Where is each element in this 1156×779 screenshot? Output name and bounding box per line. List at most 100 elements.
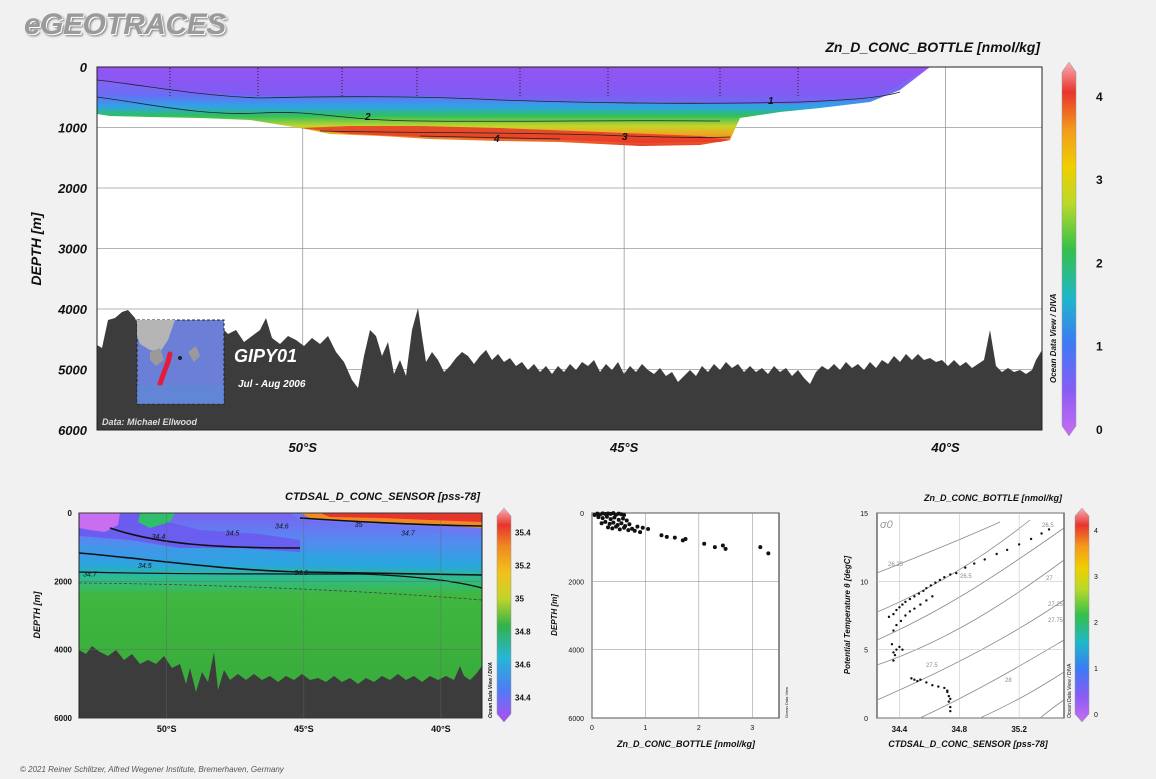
ts-colorbar-tick: 0 <box>1094 712 1098 719</box>
salinity-colorbar-tick: 34.8 <box>515 628 531 637</box>
main-y-tick-label: 1000 <box>58 121 88 136</box>
salinity-y-ticks: 0 2000 4000 6000 <box>54 509 72 723</box>
ts-data-point <box>910 677 913 680</box>
ts-data-point <box>898 645 901 649</box>
main-colorbar-tick: 3 <box>1096 173 1103 187</box>
zn-data-point <box>622 525 627 530</box>
ts-data-point <box>947 700 951 703</box>
ts-x-tick-label: 34.8 <box>951 725 967 734</box>
zn-x-tick-label: 2 <box>697 725 701 732</box>
ts-data-point <box>899 619 903 623</box>
zn-high-core <box>300 126 730 143</box>
zn-data-point <box>607 521 612 526</box>
salinity-seafloor <box>79 646 482 718</box>
inset-data-credit: Data: Michael Ellwood <box>102 417 198 427</box>
ts-data-point <box>908 597 912 601</box>
isopycnal-label: 27 <box>1046 576 1053 582</box>
zn-profile-y-axis-label: DEPTH [m] <box>550 594 559 636</box>
main-x-ticks: 50°S 45°S 40°S <box>289 440 961 455</box>
zn-data-point <box>646 527 651 532</box>
ts-data-point <box>1047 528 1051 531</box>
ts-data-point <box>895 623 898 627</box>
salinity-colorbar-ticks: 34.4 34.6 34.8 35 35.2 35.4 <box>515 529 531 703</box>
ts-x-axis-label: CTDSAL_D_CONC_SENSOR [pss-78] <box>888 739 1049 749</box>
zn-low-layer <box>97 67 930 104</box>
ts-data-point <box>919 678 922 681</box>
ts-data-point <box>901 648 904 651</box>
main-colorbar-tick: 4 <box>1096 90 1103 104</box>
main-colorbar <box>1061 61 1077 437</box>
ts-data-point <box>949 709 952 713</box>
zn-profile-x-ticks: 0 1 2 3 <box>590 725 754 732</box>
ts-data-point <box>892 629 895 632</box>
ts-data-point <box>973 562 976 565</box>
main-colorbar-tick: 2 <box>1096 256 1103 270</box>
ts-data-point <box>922 589 925 593</box>
zn-data-point <box>672 535 677 540</box>
isopycnal-curve <box>876 559 1065 666</box>
zn-data-point <box>626 528 631 533</box>
ts-data-point <box>995 552 998 556</box>
zn-y-tick-label: 2000 <box>568 579 584 586</box>
ts-y-ticks: 0 5 10 15 <box>860 511 868 723</box>
salinity-green-patch <box>138 513 175 528</box>
salinity-contour-labels: 34.4 34.5 34.6 35 34.7 34.5 34.6 34.7 <box>83 522 416 579</box>
ts-colorbar-tick: 2 <box>1094 620 1098 627</box>
zn-x-tick-label: 1 <box>643 725 647 732</box>
salinity-contour-label: 34.6 <box>294 570 308 577</box>
isopycnal-curve <box>876 519 1031 613</box>
ts-isopycnals: 26.25 26.5 26.5 27 27.5 27.75 28 27.25 <box>876 519 1065 719</box>
main-y-tick-label: 4000 <box>57 302 88 317</box>
ts-data-point <box>1005 548 1009 552</box>
inset-map-station <box>178 356 182 360</box>
salinity-contour-label: 34.5 <box>138 563 152 570</box>
main-y-tick-label: 5000 <box>58 363 88 378</box>
ts-data-point <box>929 584 933 587</box>
ts-y-axis-label: Potential Temperature θ [degC] <box>843 555 852 674</box>
zn-data-point <box>702 541 707 546</box>
salinity-colorbar-tick: 35.2 <box>515 562 531 571</box>
ts-data-point <box>925 599 928 602</box>
salinity-colorbar-tick: 35.4 <box>515 529 531 538</box>
zn-data-point <box>766 551 771 556</box>
zn-data-point <box>635 524 640 529</box>
zn-data-point <box>616 517 621 522</box>
salinity-mid-band <box>79 545 482 570</box>
zn-data-point <box>608 517 613 522</box>
ts-data-point <box>898 606 901 609</box>
ts-y-tick-label: 0 <box>864 716 868 723</box>
zn-data-point <box>758 545 763 550</box>
ts-data-point <box>908 610 912 613</box>
main-y-tick-label: 0 <box>80 60 88 75</box>
ts-data-point <box>943 686 946 690</box>
ts-data-point <box>904 614 907 617</box>
ts-chart-title: Zn_D_CONC_BOTTLE [nmol/kg] <box>923 493 1063 503</box>
salinity-contour-34-4 <box>109 527 301 549</box>
isopycnal-label: 26.25 <box>888 562 904 568</box>
zn-data-point <box>664 534 669 539</box>
ts-x-tick-label: 35.2 <box>1011 725 1027 734</box>
zn-profile-y-ticks: 0 2000 4000 6000 <box>568 511 584 723</box>
salinity-odv-label: Ocean Data View / DIVA <box>488 662 494 718</box>
salinity-contour-label: 34.4 <box>152 534 166 541</box>
zn-data-point <box>604 514 609 519</box>
salinity-contour-label: 34.5 <box>226 531 240 538</box>
zn-data-point <box>599 521 604 526</box>
ts-y-tick-label: 10 <box>860 579 868 586</box>
ts-data-point <box>931 595 934 598</box>
zn-data-point <box>611 520 616 525</box>
ts-data-point <box>964 566 967 569</box>
zn-data-point <box>723 546 728 551</box>
isopycnal-curve <box>919 639 1065 719</box>
salinity-contour-label: 34.6 <box>275 524 289 531</box>
isopycnal-curve <box>1039 699 1065 719</box>
contour-label-1: 1 <box>768 96 774 107</box>
zn-profile-gridlines <box>591 512 779 719</box>
contour-line-2 <box>97 96 721 122</box>
app-logo: eGEOTRACES <box>24 8 226 41</box>
salinity-y-axis-label: DEPTH [m] <box>32 590 42 638</box>
ts-x-ticks: 34.4 34.8 35.2 <box>892 725 1028 734</box>
zn-data-point <box>640 525 645 530</box>
